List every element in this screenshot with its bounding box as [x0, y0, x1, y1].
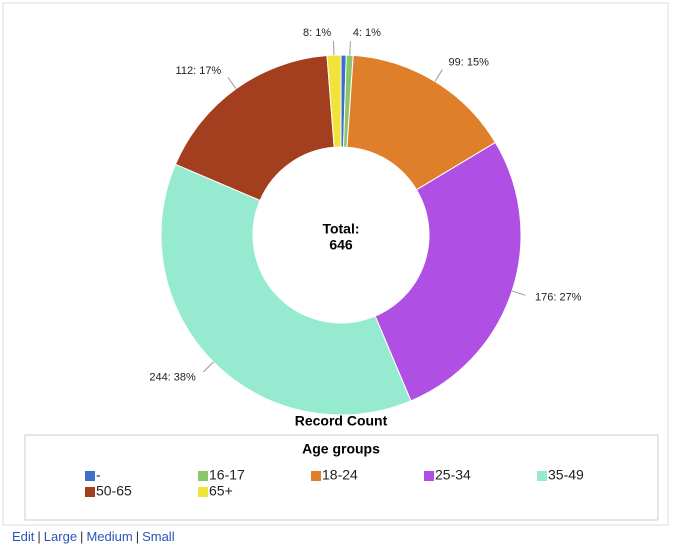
- legend-label: 65+: [209, 483, 233, 499]
- legend-label: 35-49: [548, 467, 584, 483]
- size-link[interactable]: Large: [43, 529, 78, 544]
- legend-label: 25-34: [435, 467, 471, 483]
- link-separator: |: [135, 529, 140, 544]
- legend-swatch: [85, 471, 95, 481]
- slice: [326, 54, 342, 148]
- slice: [346, 54, 497, 191]
- legend-label: -: [96, 467, 101, 483]
- slice: [174, 55, 335, 202]
- center-total: 646: [329, 237, 353, 253]
- leader-line: [511, 290, 526, 296]
- legend-title: Age groups: [302, 441, 380, 457]
- link-separator: |: [37, 529, 41, 544]
- data-label: 8: 1%: [303, 27, 331, 39]
- legend-label: 18-24: [322, 467, 358, 483]
- size-link[interactable]: Edit: [12, 529, 35, 544]
- leader-line: [227, 77, 237, 90]
- center-label: Total:: [322, 221, 359, 237]
- legend-swatch: [85, 487, 95, 497]
- data-label: 4: 1%: [353, 27, 381, 39]
- size-link[interactable]: Small: [142, 529, 175, 544]
- legend-swatch: [424, 471, 434, 481]
- leader-line: [332, 41, 335, 56]
- leader-line: [349, 41, 351, 56]
- legend-swatch: [198, 487, 208, 497]
- legend-label: 16-17: [209, 467, 245, 483]
- link-separator: |: [80, 529, 84, 544]
- data-label: 99: 15%: [449, 57, 490, 69]
- data-label: 244: 38%: [149, 371, 196, 383]
- legend-swatch: [311, 471, 321, 481]
- legend-box: [24, 434, 659, 521]
- data-label: 176: 27%: [535, 292, 582, 304]
- caption: Record Count: [295, 413, 388, 429]
- leader-line: [203, 361, 214, 373]
- links: Edit | Large | Medium | Small: [12, 529, 175, 544]
- legend-swatch: [537, 471, 547, 481]
- data-label: 112: 17%: [176, 65, 222, 77]
- chart: Total: 646 Record Count Age groups 4: 1%…: [2, 2, 669, 526]
- legend-label: 50-65: [96, 483, 132, 499]
- size-link[interactable]: Medium: [86, 529, 133, 544]
- leader-line: [434, 69, 443, 82]
- legend-swatch: [198, 471, 208, 481]
- slice: [374, 141, 522, 402]
- slice: [160, 163, 412, 416]
